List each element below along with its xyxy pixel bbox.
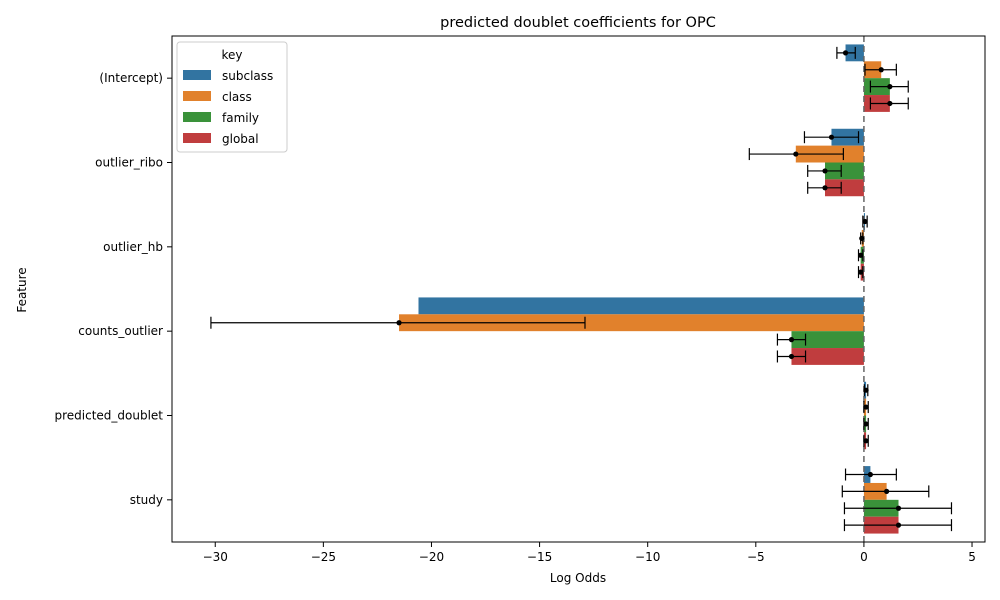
- x-tick-label: −15: [527, 550, 552, 564]
- point-estimate: [863, 404, 869, 410]
- x-tick-label: −30: [203, 550, 228, 564]
- point-estimate: [828, 134, 835, 140]
- legend-entry: subclass: [183, 69, 273, 83]
- point-estimate: [863, 421, 869, 427]
- y-tick-label: study: [130, 493, 163, 507]
- legend-label: class: [222, 90, 252, 104]
- axes: −30 −25 −20 −15 −10 −5 0 5 (Intercept) outlier_ri…: [54, 35, 986, 564]
- axes-frame: [171, 35, 986, 543]
- point-estimate: [863, 387, 869, 393]
- point-estimate: [788, 353, 795, 360]
- point-estimate: [884, 488, 890, 494]
- point-estimate: [862, 218, 868, 225]
- point-estimate: [858, 252, 864, 258]
- legend: key subclass class family global: [176, 41, 288, 153]
- point-estimate: [396, 320, 402, 326]
- point-estimate: [895, 522, 902, 528]
- bar: [399, 314, 864, 332]
- point-estimate: [842, 50, 849, 56]
- legend-entry: class: [183, 90, 252, 104]
- legend-box: [176, 41, 288, 153]
- legend-entry: family: [183, 111, 259, 125]
- bar: [824, 162, 864, 180]
- legend-swatch: [183, 133, 211, 143]
- point-estimate: [863, 438, 869, 444]
- x-tick-label: −25: [311, 550, 336, 564]
- point-estimate: [878, 67, 884, 73]
- legend-entry: global: [183, 132, 259, 146]
- legend-label: global: [222, 132, 259, 146]
- y-tick-label: counts_outlier: [78, 324, 163, 338]
- legend-swatch: [183, 112, 211, 122]
- x-tick-label: −10: [635, 550, 660, 564]
- y-tick-label: outlier_hb: [103, 240, 163, 254]
- x-tick-label: −5: [747, 550, 765, 564]
- bar: [824, 179, 864, 197]
- point-estimate: [822, 168, 828, 174]
- point-estimate: [822, 185, 828, 191]
- chart-title: predicted doublet coefficients for OPC: [440, 15, 716, 31]
- point-estimate: [793, 151, 799, 157]
- legend-title: key: [221, 48, 242, 62]
- y-axis-label: Feature: [15, 267, 29, 312]
- x-tick-label: −20: [419, 550, 444, 564]
- point-estimate: [859, 235, 865, 241]
- legend-label: family: [222, 111, 259, 125]
- y-tick-label: outlier_ribo: [95, 156, 163, 170]
- legend-swatch: [183, 70, 211, 80]
- x-axis-label: Log Odds: [550, 571, 606, 585]
- plot-area: [210, 36, 953, 542]
- point-estimate: [887, 100, 893, 107]
- x-tick-label: 5: [968, 550, 976, 564]
- point-estimate: [887, 84, 893, 90]
- bar: [791, 348, 864, 365]
- legend-swatch: [183, 91, 211, 101]
- x-tick-label: 0: [860, 550, 868, 564]
- point-estimate: [858, 269, 864, 275]
- bar: [791, 331, 864, 349]
- point-estimate: [895, 505, 902, 511]
- y-tick-label: (Intercept): [99, 71, 163, 85]
- point-estimate: [788, 337, 795, 343]
- y-tick-label: predicted_doublet: [54, 409, 163, 423]
- bar: [418, 297, 864, 315]
- legend-label: subclass: [222, 69, 273, 83]
- point-estimate: [867, 471, 874, 478]
